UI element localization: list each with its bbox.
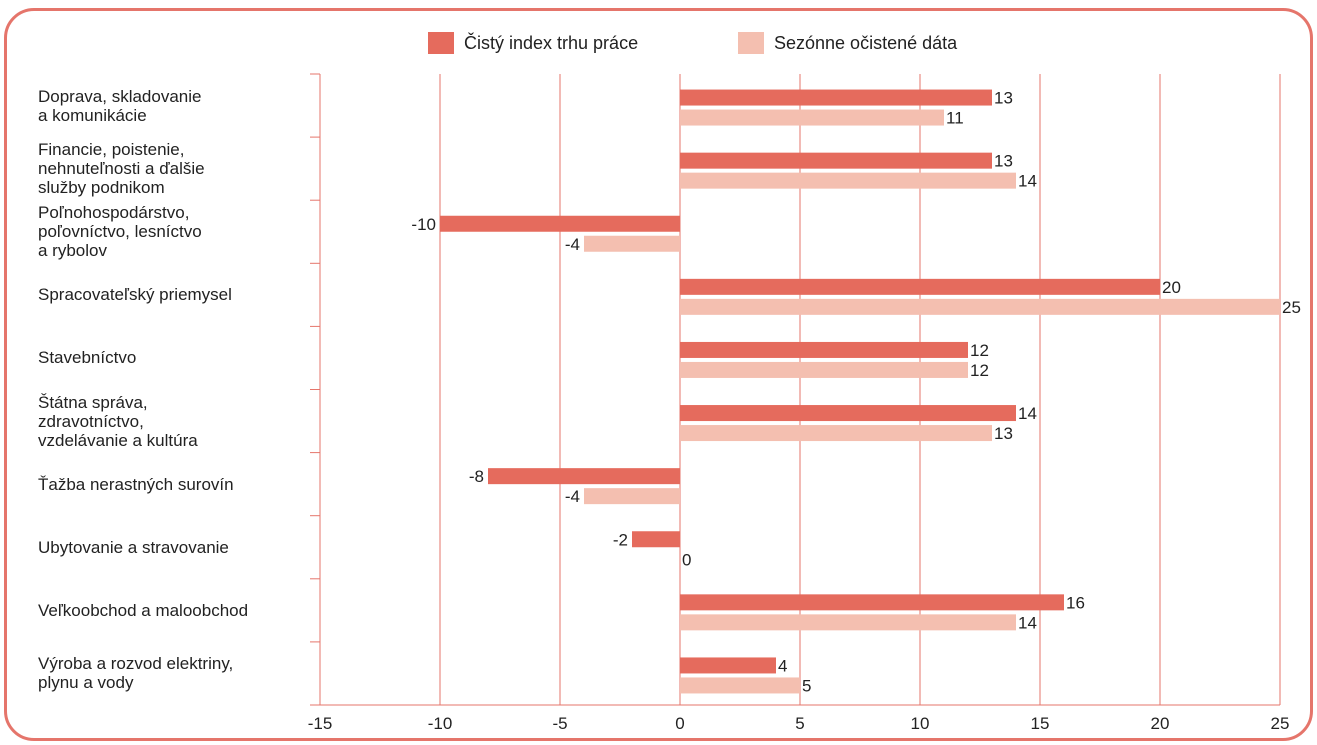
- x-tick-label-2: -5: [552, 714, 567, 733]
- data-label-s2-6: -4: [565, 487, 580, 506]
- bar-s1-2: [440, 215, 680, 232]
- category-label-2: Poľnohospodárstvo, poľovníctvo, lesníctv…: [38, 203, 202, 261]
- bar-s1-3: [680, 278, 1160, 295]
- legend-swatch-series1: [428, 32, 454, 54]
- data-label-s1-7: -2: [613, 530, 628, 549]
- data-label-s2-3: 25: [1282, 298, 1301, 317]
- bar-s1-6: [488, 468, 680, 485]
- data-label-s2-1: 14: [1018, 172, 1037, 191]
- data-label-s1-8: 16: [1066, 593, 1085, 612]
- category-label-3: Spracovateľský priemysel: [38, 285, 232, 305]
- x-tick-label-3: 0: [675, 714, 684, 733]
- category-label-8: Veľkoobchod a maloobchod: [38, 600, 249, 620]
- category-label-4: Stavebníctvo: [38, 348, 137, 368]
- bar-s2-9: [680, 677, 800, 694]
- legend-item-series2: Sezónne očistené dáta: [738, 30, 957, 56]
- category-label-1: Financie, poistenie, nehnuteľnosti a ďal…: [38, 140, 205, 198]
- legend-label-series2: Sezónne očistené dáta: [774, 32, 958, 53]
- data-label-s2-9: 5: [802, 676, 811, 695]
- x-tick-label-1: -10: [428, 714, 453, 733]
- x-tick-label-5: 10: [911, 714, 930, 733]
- data-label-s1-2: -10: [411, 215, 436, 234]
- data-label-s2-2: -4: [565, 235, 580, 254]
- category-label-7: Ubytovanie a stravovanie: [38, 537, 229, 557]
- category-label-0: Doprava, skladovanie a komunikácie: [38, 86, 202, 125]
- bar-s1-1: [680, 152, 992, 169]
- data-label-s1-0: 13: [994, 89, 1013, 108]
- legend-swatch-series2: [738, 32, 764, 54]
- x-tick-label-0: -15: [308, 714, 333, 733]
- bar-s2-3: [680, 298, 1280, 315]
- bar-s1-9: [680, 657, 776, 674]
- x-tick-label-8: 25: [1271, 714, 1290, 733]
- legend-label-series1: Čistý index trhu práce: [464, 32, 639, 53]
- data-label-s1-3: 20: [1162, 278, 1181, 297]
- category-label-5: Štátna správa, zdravotníctvo, vzdelávani…: [38, 392, 198, 450]
- x-tick-label-7: 20: [1151, 714, 1170, 733]
- data-label-s1-6: -8: [469, 467, 484, 486]
- category-label-6: Ťažba nerastných surovín: [38, 474, 234, 494]
- category-label-9: Výroba a rozvod elektriny, plynu a vody: [38, 654, 234, 693]
- legend-item-series1: Čistý index trhu práce: [428, 30, 638, 56]
- bar-s2-4: [680, 361, 968, 378]
- bar-s1-7: [632, 531, 680, 548]
- bar-s2-0: [680, 109, 944, 126]
- bar-s1-5: [680, 405, 1016, 422]
- data-label-s1-1: 13: [994, 152, 1013, 171]
- bar-s2-6: [584, 488, 680, 505]
- bar-s1-4: [680, 341, 968, 358]
- data-label-s2-5: 13: [994, 424, 1013, 443]
- x-tick-label-4: 5: [795, 714, 804, 733]
- data-label-s1-9: 4: [778, 656, 787, 675]
- chart-frame: [4, 8, 1313, 741]
- x-tick-label-6: 15: [1031, 714, 1050, 733]
- data-label-s2-4: 12: [970, 361, 989, 380]
- data-label-s1-5: 14: [1018, 404, 1037, 423]
- bar-s1-0: [680, 89, 992, 106]
- bar-s2-2: [584, 235, 680, 252]
- bar-s2-5: [680, 425, 992, 442]
- data-label-s1-4: 12: [970, 341, 989, 360]
- data-label-s2-0: 11: [946, 109, 964, 128]
- bar-s2-1: [680, 172, 1016, 189]
- bar-s1-8: [680, 594, 1064, 611]
- data-label-s2-7: 0: [682, 550, 691, 569]
- bar-s2-8: [680, 614, 1016, 631]
- data-label-s2-8: 14: [1018, 613, 1037, 632]
